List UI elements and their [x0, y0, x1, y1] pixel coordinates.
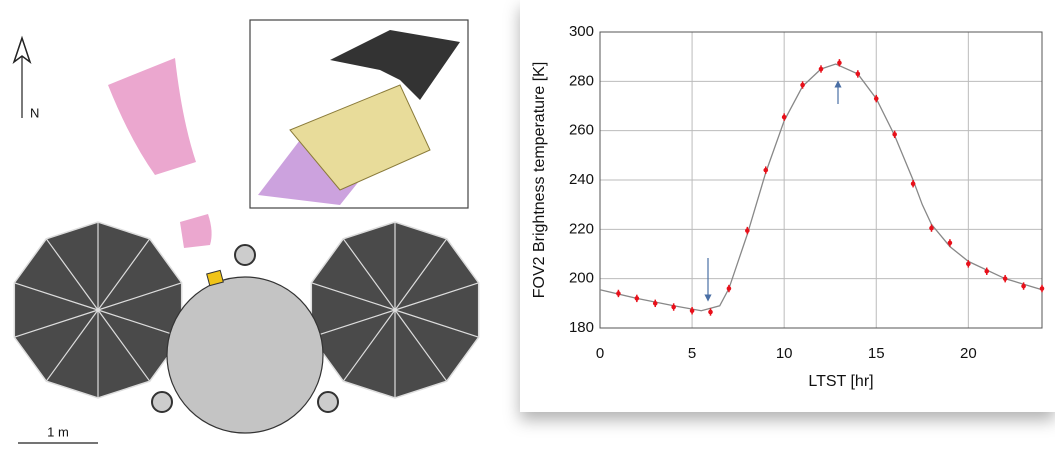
data-point — [984, 269, 989, 274]
data-point — [653, 301, 658, 306]
y-tick-label: 200 — [569, 270, 594, 287]
data-point — [635, 296, 640, 301]
data-point — [892, 132, 897, 137]
data-point — [948, 241, 953, 246]
y-tick-label: 220 — [569, 220, 594, 237]
data-point — [782, 115, 787, 120]
data-point — [763, 168, 768, 173]
data-point — [1003, 276, 1008, 281]
x-tick-label: 0 — [596, 345, 604, 362]
y-tick-label: 280 — [569, 72, 594, 89]
north-label: N — [30, 105, 39, 120]
y-tick-label: 240 — [569, 171, 594, 188]
data-point — [1021, 284, 1026, 289]
x-tick-label: 10 — [776, 345, 793, 362]
data-point — [911, 181, 916, 186]
data-point — [690, 308, 695, 313]
data-point — [966, 262, 971, 267]
x-tick-label: 20 — [960, 345, 977, 362]
data-point — [874, 96, 879, 101]
fov-footprint — [108, 58, 196, 175]
lander-deck — [167, 277, 323, 433]
lander-diagram: N 1 m — [14, 20, 479, 443]
x-axis-label: LTST [hr] — [808, 373, 873, 390]
figure: N 1 m 180 200 220 240 260 280 300 0 5 10 15 20 LTST … — [0, 0, 1055, 450]
data-point — [727, 286, 732, 291]
y-axis-label: FOV2 Brightness temperature [K] — [531, 62, 548, 299]
page: N 1 m 180 200 220 240 260 280 300 0 5 10 15 20 LTST … — [0, 0, 1055, 450]
data-point — [616, 291, 621, 296]
fov-footprint-small — [180, 214, 212, 248]
data-point — [800, 83, 805, 88]
data-point — [1040, 286, 1045, 291]
x-tick-label: 15 — [868, 345, 885, 362]
data-point — [819, 67, 824, 72]
scale-label: 1 m — [47, 424, 69, 439]
data-point — [745, 228, 750, 233]
y-tick-label: 260 — [569, 122, 594, 139]
leg — [318, 392, 338, 412]
x-tick-label: 5 — [688, 345, 696, 362]
y-tick-label: 300 — [569, 23, 594, 40]
y-tick-label: 180 — [569, 319, 594, 336]
data-point — [671, 305, 676, 310]
data-point — [929, 226, 934, 231]
leg — [235, 245, 255, 265]
data-point — [856, 72, 861, 77]
data-point — [708, 310, 713, 315]
leg — [152, 392, 172, 412]
data-point — [837, 61, 842, 66]
